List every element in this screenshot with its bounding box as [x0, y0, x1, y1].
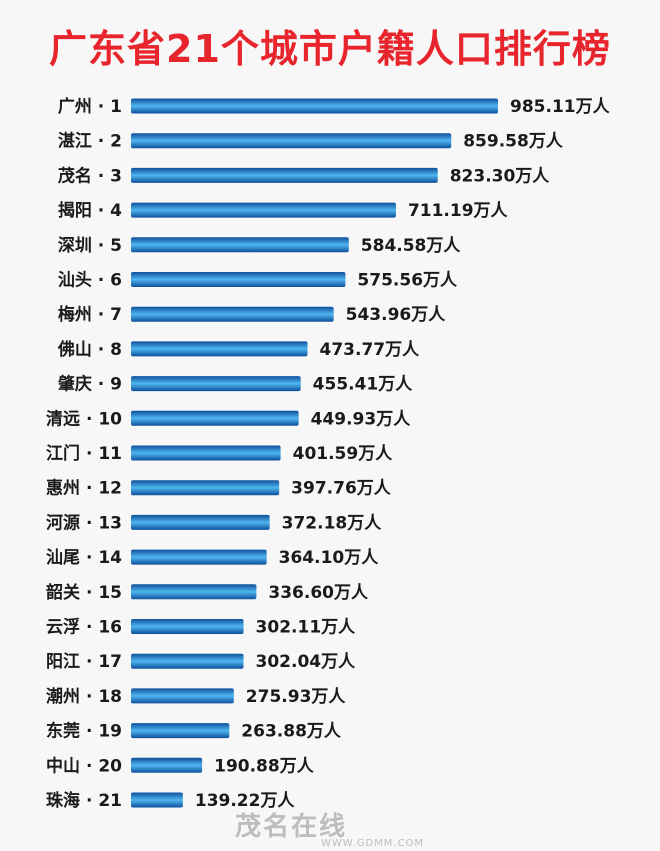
- category-label: 韶关 · 15: [46, 582, 122, 603]
- value-label: 302.04万人: [256, 652, 357, 672]
- category-label: 汕尾 · 14: [46, 548, 122, 568]
- category-label: 揭阳 · 4: [58, 200, 122, 221]
- category-label: 中山 · 20: [46, 755, 122, 776]
- value-label: 139.22万人: [195, 791, 296, 811]
- value-label: 190.88万人: [214, 756, 315, 776]
- bar: [131, 619, 244, 634]
- category-label: 广州 · 1: [58, 96, 122, 117]
- bar: [131, 514, 270, 530]
- category-label: 汕头 · 6: [58, 271, 122, 291]
- category-label: 河源 · 13: [46, 512, 122, 533]
- value-label: 336.60万人: [268, 583, 369, 603]
- value-label: 473.77万人: [320, 340, 421, 360]
- category-label: 阳江 · 17: [46, 652, 122, 672]
- category-label: 惠州 · 12: [46, 478, 122, 499]
- value-label: 859.58万人: [463, 132, 564, 152]
- bar: [131, 167, 438, 183]
- bar: [131, 792, 183, 808]
- category-label: 清远 · 10: [46, 408, 122, 429]
- bar: [131, 584, 257, 600]
- bar: [131, 653, 244, 669]
- category-label: 云浮 · 16: [46, 617, 122, 638]
- category-label: 深圳 · 5: [58, 235, 122, 256]
- value-label: 575.56万人: [357, 271, 458, 291]
- value-label: 449.93万人: [311, 409, 412, 429]
- value-label: 543.96万人: [346, 305, 447, 325]
- bar: [131, 98, 498, 114]
- value-label: 302.11万人: [256, 618, 357, 638]
- category-label: 江门 · 11: [46, 443, 122, 464]
- value-label: 263.88万人: [241, 722, 342, 742]
- value-label: 397.76万人: [291, 479, 392, 499]
- value-label: 711.19万人: [408, 201, 509, 221]
- bar: [131, 272, 346, 287]
- value-label: 372.18万人: [282, 513, 383, 533]
- bar: [131, 723, 230, 739]
- category-label: 潮州 · 18: [46, 686, 122, 707]
- category-label: 梅州 · 7: [58, 304, 122, 325]
- category-label: 珠海 · 21: [46, 790, 122, 811]
- value-label: 823.30万人: [450, 166, 551, 186]
- value-label: 455.41万人: [313, 375, 414, 395]
- page-title: 广东省21个城市户籍人口排行榜: [49, 27, 611, 71]
- bar: [131, 549, 267, 565]
- watermark-url: WWW.GDMM.COM: [321, 838, 425, 849]
- watermark-logo: 茂名在线: [235, 812, 348, 842]
- value-label: 275.93万人: [246, 687, 347, 707]
- category-label: 肇庆 · 9: [58, 374, 122, 395]
- bar: [131, 341, 308, 357]
- bar: [131, 202, 396, 218]
- bar: [131, 688, 234, 704]
- category-label: 东莞 · 19: [46, 721, 122, 742]
- watermark: 茂名在线 WWW.GDMM.COM: [235, 806, 423, 849]
- bar: [131, 237, 349, 253]
- bar: [131, 480, 280, 496]
- bar: [131, 445, 281, 461]
- value-label: 985.11万人: [510, 97, 611, 117]
- bar: [131, 306, 334, 322]
- value-label: 364.10万人: [279, 548, 380, 568]
- category-label: 佛山 · 8: [57, 339, 122, 360]
- bar: [131, 757, 203, 773]
- category-label: 湛江 · 2: [58, 131, 122, 152]
- bar: [131, 376, 301, 392]
- value-label: 584.58万人: [361, 236, 462, 256]
- value-label: 401.59万人: [293, 444, 394, 464]
- category-label: 茂名 · 3: [58, 165, 122, 186]
- bar: [131, 133, 452, 149]
- bar: [131, 410, 299, 426]
